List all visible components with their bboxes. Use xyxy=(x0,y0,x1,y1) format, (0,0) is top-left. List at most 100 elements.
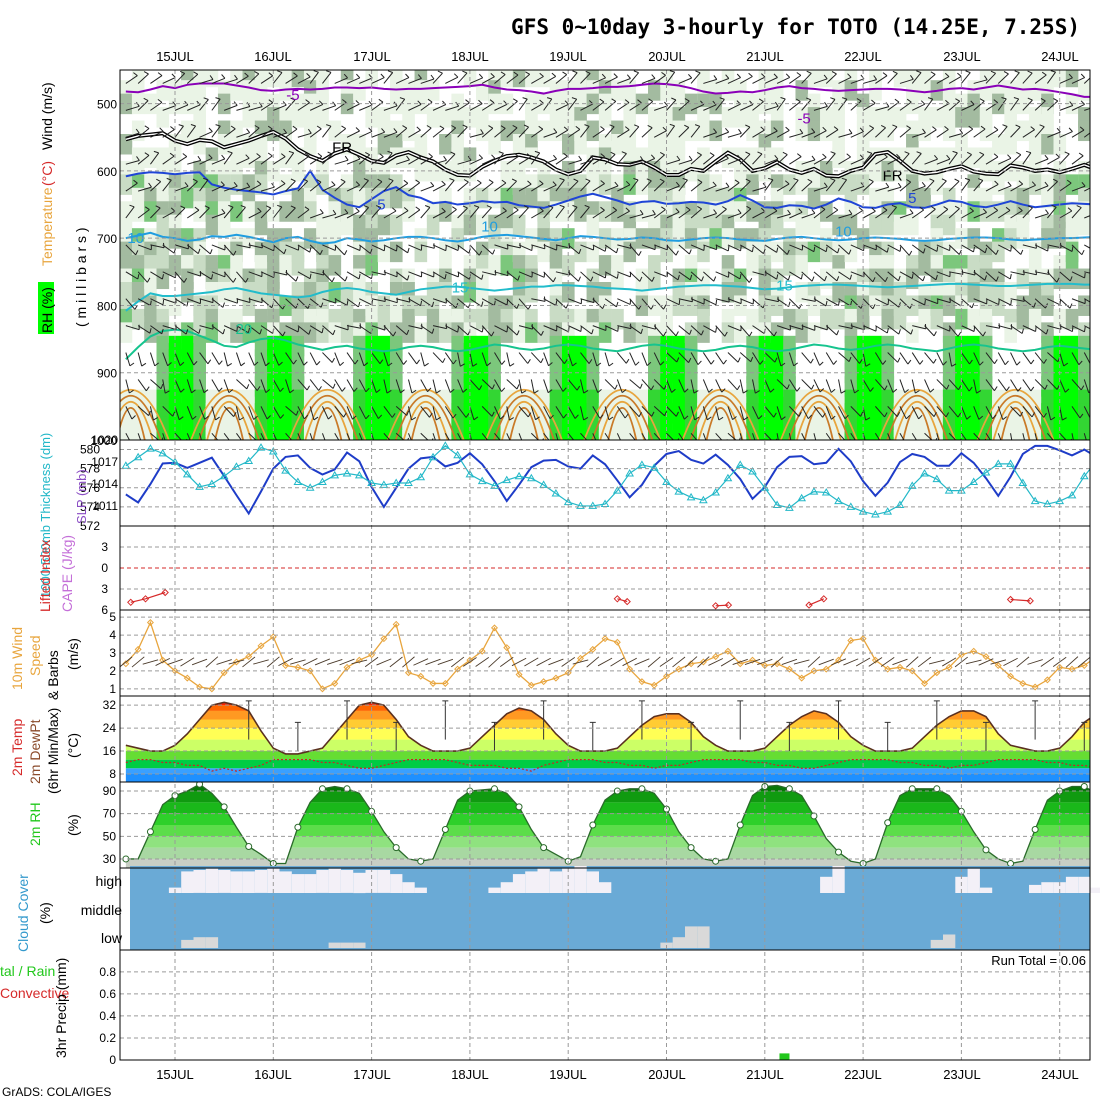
wind-barb-flag xyxy=(365,414,370,420)
wind-barb xyxy=(764,244,777,253)
wind-barb-flag xyxy=(920,100,926,105)
wind-barb xyxy=(371,207,382,219)
isotherm-warm xyxy=(214,406,244,440)
wind-barb xyxy=(1047,379,1058,390)
wind-barb xyxy=(383,325,394,337)
wind-barb-flag xyxy=(167,362,172,367)
wind-barb-flag xyxy=(438,444,442,447)
wind-barb-flag xyxy=(968,125,974,130)
wind-barb-flag xyxy=(167,444,171,447)
wind-barb-flag xyxy=(473,444,477,447)
wind-barb xyxy=(727,352,739,363)
wind-barb xyxy=(162,298,177,304)
wind-barb xyxy=(1071,433,1074,440)
wind-barb xyxy=(875,406,885,418)
rh-cell xyxy=(1078,335,1090,357)
wind-barb-flag xyxy=(166,177,172,181)
wind-barb xyxy=(199,131,213,138)
wind-barb-flag xyxy=(748,331,753,337)
temp-band xyxy=(125,768,1090,774)
wind-barb-flag xyxy=(697,360,702,365)
wind-barb xyxy=(260,207,272,219)
wind-barb-flag xyxy=(317,153,323,157)
wind-barb-flag xyxy=(970,441,973,445)
wind-barb xyxy=(653,432,662,440)
wind-speed-marker xyxy=(318,685,326,693)
wind-barb xyxy=(469,244,480,256)
wind-barb-flag xyxy=(144,206,150,211)
wind-barb-flag xyxy=(1044,181,1049,187)
wind-barb-10m xyxy=(1091,657,1100,668)
wind-barb xyxy=(629,160,644,165)
wind-speed-marker xyxy=(208,685,216,693)
cloud-bar-high xyxy=(279,871,292,893)
wind-barb xyxy=(543,325,557,332)
wind-barb-flag xyxy=(807,178,813,183)
wind-barb xyxy=(506,352,511,367)
rh-cell xyxy=(623,241,637,263)
wind-barb xyxy=(789,132,803,138)
wind-barb-flag xyxy=(303,414,309,420)
wind-barb-flag xyxy=(799,128,804,134)
rh-cell xyxy=(770,214,784,236)
wind-barb-flag xyxy=(591,329,594,335)
wind-barb xyxy=(752,244,764,254)
wind-speed-marker xyxy=(847,636,855,644)
wind-barb-flag xyxy=(944,72,950,77)
rh-cell xyxy=(598,174,612,195)
rh-cell xyxy=(820,430,833,440)
wind-barb-flag xyxy=(555,300,558,306)
wind-barb-flag xyxy=(909,303,913,309)
wind-speed-marker xyxy=(454,665,462,673)
wind-barb xyxy=(592,298,603,310)
wind-barb-flag xyxy=(316,361,321,366)
wind-barb-flag xyxy=(233,250,237,256)
lifted-index-marker xyxy=(127,598,135,607)
wind-barb-flag xyxy=(995,276,999,282)
wind-barb xyxy=(334,159,349,165)
rh-cell xyxy=(181,430,194,440)
cloud-bar-high xyxy=(353,872,366,894)
wind-barb xyxy=(457,244,470,254)
wind-barb-flag xyxy=(810,358,814,364)
wind-barb xyxy=(924,379,931,393)
lifted-index-tick-label: 3 xyxy=(101,582,108,596)
wind-barb-10m xyxy=(672,656,686,668)
wind-barb xyxy=(948,152,958,165)
wind-barb-flag xyxy=(144,152,150,156)
wind-barb xyxy=(604,154,616,165)
cloud-bar-high xyxy=(1078,876,1091,893)
wind-barb xyxy=(506,180,517,192)
wind-barb-flag xyxy=(882,206,888,211)
wind-barb xyxy=(383,210,397,219)
wind-barb xyxy=(531,183,544,192)
wind-barb xyxy=(174,244,189,250)
wind-barb-flag xyxy=(737,154,742,160)
wind-barb-flag xyxy=(156,178,161,183)
wind-barb xyxy=(1059,153,1070,165)
wind-barb xyxy=(825,352,834,365)
wind-barb-flag xyxy=(1055,153,1060,158)
wind-barb xyxy=(199,298,214,304)
wind-barb xyxy=(334,181,346,192)
wind-barb xyxy=(825,325,838,336)
wind-barb xyxy=(813,298,827,307)
wind-barb-flag xyxy=(885,102,890,107)
rh-cell xyxy=(648,430,661,440)
wind-barb xyxy=(924,298,938,305)
wind-barb xyxy=(272,379,281,392)
wind-barb xyxy=(125,433,131,440)
cloud-bar-high xyxy=(599,882,612,893)
wind-barb-flag xyxy=(798,208,803,213)
wind-barb xyxy=(285,152,295,165)
wind-speed-marker xyxy=(306,667,314,675)
rh-cell xyxy=(291,107,305,128)
wind-barb-flag xyxy=(745,124,751,128)
wind-barb-flag xyxy=(1093,181,1097,184)
rh-cell xyxy=(832,147,845,168)
wind-barb xyxy=(518,298,529,310)
rh-cell xyxy=(979,120,993,142)
wind-barb-flag xyxy=(697,179,703,183)
wind-barb-flag xyxy=(904,151,910,155)
wind-barb xyxy=(666,159,681,165)
